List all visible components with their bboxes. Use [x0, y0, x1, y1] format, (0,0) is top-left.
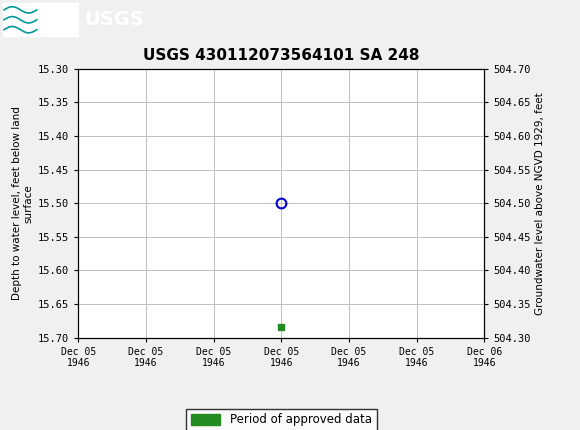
Legend: Period of approved data: Period of approved data: [186, 408, 376, 430]
Title: USGS 430112073564101 SA 248: USGS 430112073564101 SA 248: [143, 49, 419, 64]
FancyBboxPatch shape: [3, 3, 78, 37]
Y-axis label: Groundwater level above NGVD 1929, feet: Groundwater level above NGVD 1929, feet: [535, 92, 545, 315]
Text: USGS: USGS: [84, 10, 144, 29]
Y-axis label: Depth to water level, feet below land
surface: Depth to water level, feet below land su…: [12, 106, 34, 300]
